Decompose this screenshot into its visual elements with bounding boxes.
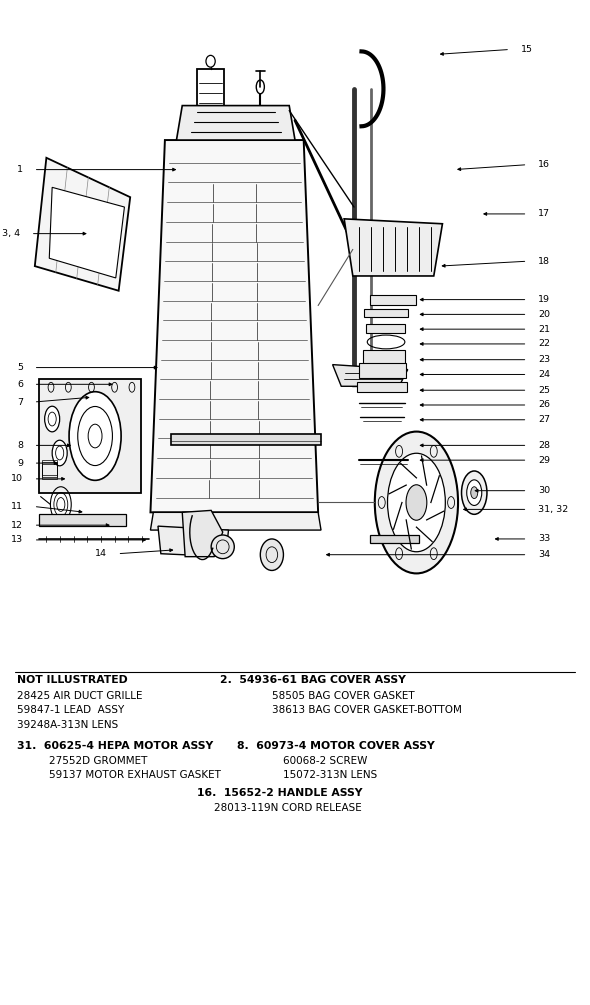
Text: 13: 13 — [11, 536, 23, 545]
Text: 12: 12 — [11, 521, 23, 530]
Bar — [42, 459, 57, 474]
Polygon shape — [176, 106, 295, 140]
Polygon shape — [35, 158, 130, 290]
Text: 16: 16 — [538, 160, 550, 169]
Text: 30: 30 — [538, 486, 550, 495]
Ellipse shape — [461, 471, 487, 515]
Text: 39248A-313N LENS: 39248A-313N LENS — [18, 721, 119, 731]
Bar — [365, 310, 408, 318]
Text: 9: 9 — [17, 458, 23, 467]
Text: 31, 32: 31, 32 — [538, 505, 568, 514]
Text: 1: 1 — [17, 165, 23, 174]
Text: 18: 18 — [538, 256, 550, 265]
Bar — [42, 462, 57, 476]
Text: 34: 34 — [538, 550, 550, 559]
Ellipse shape — [260, 539, 283, 571]
Text: 28: 28 — [538, 441, 550, 450]
Bar — [358, 382, 407, 392]
Text: 27552D GROMMET: 27552D GROMMET — [50, 756, 148, 766]
Polygon shape — [150, 513, 321, 530]
Bar — [40, 379, 140, 492]
Ellipse shape — [471, 486, 478, 498]
Bar — [196, 69, 224, 168]
Text: 28013-119N CORD RELEASE: 28013-119N CORD RELEASE — [214, 803, 362, 813]
Text: 27: 27 — [538, 415, 550, 424]
Text: 2, 3, 4: 2, 3, 4 — [0, 229, 20, 238]
Text: 14: 14 — [95, 549, 107, 558]
Text: 10: 10 — [11, 474, 23, 483]
Ellipse shape — [467, 479, 482, 506]
Text: 5: 5 — [17, 363, 23, 372]
Polygon shape — [344, 219, 442, 276]
Ellipse shape — [69, 392, 121, 480]
Text: 6: 6 — [17, 380, 23, 389]
Text: 24: 24 — [538, 370, 550, 379]
Ellipse shape — [388, 453, 445, 552]
Ellipse shape — [406, 484, 427, 521]
Text: 26: 26 — [538, 401, 550, 409]
Text: 59137 MOTOR EXHAUST GASKET: 59137 MOTOR EXHAUST GASKET — [50, 771, 221, 781]
Text: 2.  54936-61 BAG COVER ASSY: 2. 54936-61 BAG COVER ASSY — [220, 675, 406, 684]
Bar — [171, 433, 321, 445]
Text: 20: 20 — [538, 310, 550, 319]
Text: 60068-2 SCREW: 60068-2 SCREW — [283, 756, 368, 766]
Text: 31.  60625-4 HEPA MOTOR ASSY: 31. 60625-4 HEPA MOTOR ASSY — [18, 741, 214, 751]
Text: 15072-313N LENS: 15072-313N LENS — [283, 771, 378, 781]
Text: 33: 33 — [538, 535, 550, 544]
Ellipse shape — [375, 431, 458, 574]
Bar — [370, 535, 419, 543]
Ellipse shape — [211, 535, 234, 559]
Ellipse shape — [52, 440, 67, 465]
Ellipse shape — [45, 406, 60, 432]
Bar — [42, 464, 57, 479]
Text: 23: 23 — [538, 355, 550, 364]
Text: 8: 8 — [17, 441, 23, 450]
Text: 58505 BAG COVER GASKET: 58505 BAG COVER GASKET — [272, 690, 415, 700]
Polygon shape — [158, 527, 228, 557]
Polygon shape — [150, 140, 318, 513]
Text: 16.  15652-2 HANDLE ASSY: 16. 15652-2 HANDLE ASSY — [196, 788, 362, 798]
Text: 8.  60973-4 MOTOR COVER ASSY: 8. 60973-4 MOTOR COVER ASSY — [237, 741, 435, 751]
Text: NOT ILLUSTRATED: NOT ILLUSTRATED — [18, 675, 128, 684]
Text: 28425 AIR DUCT GRILLE: 28425 AIR DUCT GRILLE — [18, 690, 143, 700]
Polygon shape — [50, 187, 124, 278]
Polygon shape — [182, 511, 223, 557]
Bar — [366, 324, 405, 333]
Text: 29: 29 — [538, 455, 550, 464]
Text: 21: 21 — [538, 325, 550, 334]
Text: 59847-1 LEAD  ASSY: 59847-1 LEAD ASSY — [18, 706, 124, 716]
Polygon shape — [333, 365, 408, 386]
Bar — [370, 294, 417, 305]
Text: 19: 19 — [538, 295, 550, 305]
Text: 11: 11 — [11, 501, 23, 511]
Text: 15: 15 — [520, 45, 533, 54]
Text: 38613 BAG COVER GASKET-BOTTOM: 38613 BAG COVER GASKET-BOTTOM — [272, 706, 462, 716]
Text: 22: 22 — [538, 340, 550, 349]
Bar — [363, 350, 405, 364]
Text: 17: 17 — [538, 209, 550, 218]
Bar — [359, 363, 406, 379]
Bar — [40, 515, 126, 527]
Text: 25: 25 — [538, 386, 550, 395]
Text: 7: 7 — [17, 398, 23, 407]
